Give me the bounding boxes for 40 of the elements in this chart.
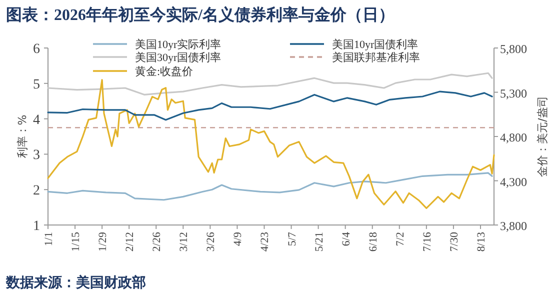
- x-tick-label: 7/16: [421, 232, 434, 252]
- legend-label: 黄金:收盘价: [135, 65, 194, 78]
- x-tick-label: 2/12: [124, 232, 136, 252]
- legend-label: 美国30yr国债利率: [135, 51, 222, 64]
- x-tick-label: 1/1: [43, 232, 55, 246]
- y-tick-label: 6: [33, 42, 40, 57]
- x-tick-label: 5/7: [286, 232, 298, 246]
- y-tick-label: 3: [33, 148, 40, 164]
- y2-axis-title: 金价：美元/盎司: [536, 96, 549, 177]
- line-series: [47, 79, 495, 209]
- chart-title: 图表：2026年年初至今实际/名义债券利率与金价（日）: [6, 5, 394, 24]
- x-tick-label: 2/26: [151, 232, 164, 252]
- y2-tick-label: 4,300: [500, 174, 527, 189]
- y-axis-title: 利率：%: [16, 114, 29, 158]
- x-tick-label: 3/26: [205, 232, 218, 252]
- x-tick-label: 1/15: [70, 232, 82, 252]
- x-tick-label: 4/9: [232, 232, 244, 246]
- y-tick-label: 4: [33, 112, 40, 128]
- x-tick-label: 7/2: [394, 232, 406, 246]
- x-tick-label: 5/21: [313, 232, 326, 252]
- x-tick-label: 3/12: [178, 232, 190, 252]
- y-tick-label: 1: [33, 219, 40, 234]
- x-tick-label: 8/13: [475, 232, 488, 252]
- line-series: [47, 90, 493, 121]
- x-tick-label: 4/23: [259, 232, 272, 252]
- y2-tick-label: 4,800: [500, 130, 527, 144]
- y-tick-label: 5: [33, 77, 40, 92]
- line-series: [47, 172, 493, 201]
- y2-tick-label: 3,800: [500, 219, 527, 233]
- y2-tick-label: 5,300: [500, 86, 527, 100]
- x-tick-label: 1/29: [97, 232, 110, 252]
- source-note: 数据来源：美国财政部: [5, 274, 146, 291]
- x-tick-label: 7/30: [448, 232, 460, 252]
- y2-tick-label: 5,800: [500, 42, 527, 56]
- y-tick-label: 2: [33, 184, 40, 199]
- x-tick-label: 6/4: [340, 232, 352, 246]
- x-tick-label: 6/18: [367, 232, 380, 252]
- legend-label: 美国联邦基准利率: [332, 51, 420, 64]
- legend-label: 美国10yr实际利率: [135, 38, 222, 51]
- legend-label: 美国10yr国债利率: [332, 38, 418, 51]
